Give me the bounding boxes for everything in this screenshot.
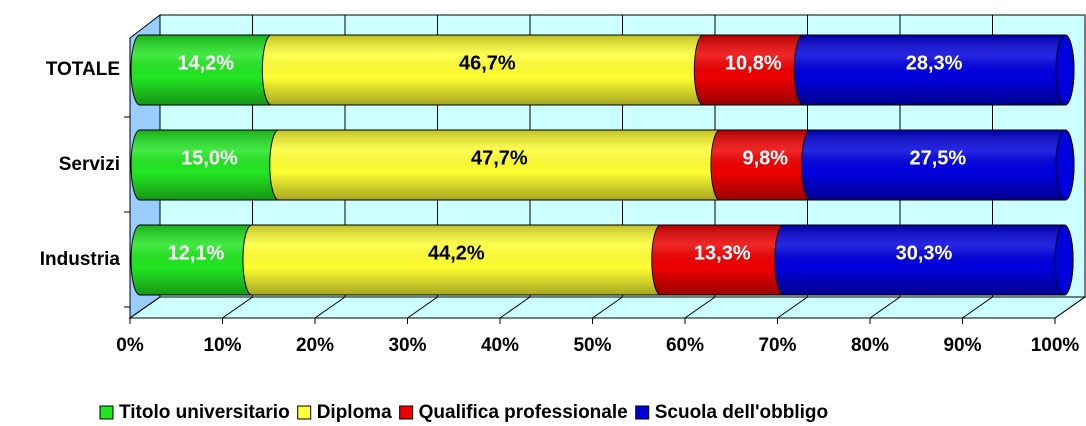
x-tick-label: 80% (851, 335, 889, 356)
data-label: 10,8% (725, 52, 782, 74)
x-tick-label: 20% (296, 335, 334, 356)
x-tick-label: 70% (758, 335, 796, 356)
bar-shade (801, 130, 1074, 200)
legend-label: Qualifica professionale (419, 402, 628, 423)
data-label: 15,0% (181, 147, 238, 169)
bar-shade (694, 35, 813, 105)
x-tick-label: 60% (666, 335, 704, 356)
data-label: 44,2% (428, 242, 485, 264)
bar-shade (794, 35, 1074, 105)
bar-shade (774, 225, 1074, 295)
x-tick-label: 40% (481, 335, 519, 356)
data-label: 47,7% (471, 147, 528, 169)
bar-shade (131, 225, 261, 295)
x-tick-label: 30% (388, 335, 426, 356)
legend-swatch (297, 405, 312, 420)
legend-label: Diploma (317, 402, 392, 423)
data-label: 28,3% (906, 52, 963, 74)
grid-line (129, 296, 161, 319)
bar-end (1055, 34, 1075, 106)
grid-line (777, 296, 808, 319)
grid-line (1054, 296, 1086, 319)
data-label: 46,7% (459, 52, 516, 74)
data-label: 27,5% (909, 147, 966, 169)
data-label: 30,3% (896, 242, 953, 264)
legend-swatch (635, 405, 650, 420)
x-tick-label: 0% (116, 335, 144, 356)
bar-end (1055, 129, 1075, 201)
grid-line (407, 296, 438, 319)
x-tick-label: 90% (943, 335, 981, 356)
bar-shade (269, 130, 729, 200)
bar-shade (242, 225, 670, 295)
data-label: 12,1% (168, 242, 225, 264)
grid-line (869, 296, 901, 319)
bar-shade (131, 130, 288, 200)
legend-label: Scuola dell'obbligo (655, 402, 828, 423)
data-label: 14,2% (177, 52, 234, 74)
grid-line (222, 296, 253, 319)
bar-shade (262, 35, 713, 105)
grid-line (684, 296, 716, 319)
grid-line (592, 296, 623, 319)
y-tick-label: TOTALE (46, 59, 120, 80)
x-tick-label: 10% (203, 335, 241, 356)
legend-swatch (99, 405, 114, 420)
bar-shade (710, 130, 820, 200)
x-tick-label: 100% (1031, 335, 1080, 356)
bar-shade (651, 225, 793, 295)
bar-shade (131, 35, 281, 105)
grid-line (314, 296, 346, 319)
bar-end (1054, 224, 1074, 296)
data-label: 13,3% (694, 242, 751, 264)
grid-line (499, 296, 531, 319)
data-label: 9,8% (743, 147, 789, 169)
y-tick-label: Industria (40, 249, 121, 270)
legend-swatch (399, 405, 414, 420)
y-tick-label: Servizi (59, 154, 120, 175)
x-tick-label: 50% (573, 335, 611, 356)
legend-label: Titolo universitario (119, 402, 290, 423)
grid-line (962, 296, 993, 319)
